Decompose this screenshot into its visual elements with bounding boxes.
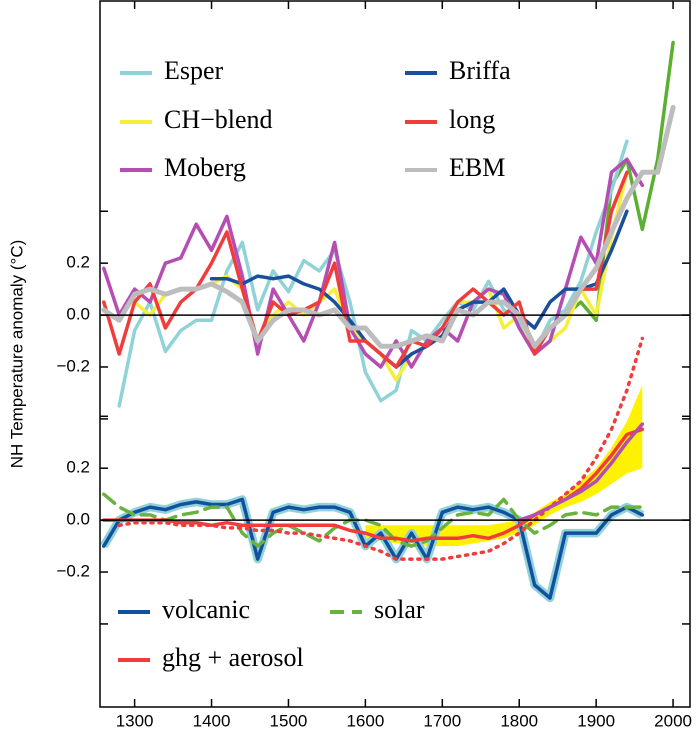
- plot-frame: [99, 0, 691, 708]
- legend-label: Moberg: [164, 153, 246, 182]
- series-line: [102, 170, 629, 369]
- legend-label: Briffa: [449, 56, 511, 85]
- x-tick-label: 2000: [654, 711, 692, 730]
- legend-label: Esper: [164, 56, 224, 85]
- y-tick-label: 0.0: [66, 305, 90, 324]
- uncertainty-band: [365, 385, 643, 547]
- legend-label: EBM: [449, 153, 505, 182]
- y-tick-label: −0.2: [56, 356, 90, 375]
- y-tick-label: 0.2: [66, 458, 90, 477]
- x-tick-label: 1300: [116, 711, 154, 730]
- x-tick-label: 1600: [346, 711, 384, 730]
- legend-label: volcanic: [162, 595, 250, 624]
- series-line: [102, 157, 645, 369]
- y-axis-label: NH Temperature anomaly (°C): [7, 240, 26, 469]
- x-tick-label: 1500: [270, 711, 308, 730]
- x-tick-label: 1700: [423, 711, 461, 730]
- x-tick-label: 1900: [577, 711, 615, 730]
- legend-label: solar: [374, 595, 425, 624]
- series-line: [132, 170, 629, 382]
- y-tick-label: −0.2: [56, 562, 90, 581]
- y-tick-label: 0.2: [66, 253, 90, 272]
- y-tick-label: 0.0: [66, 510, 90, 529]
- series-line: [101, 104, 676, 349]
- legend-label: long: [449, 105, 495, 134]
- series-line: [517, 422, 645, 522]
- series-line: [102, 497, 645, 600]
- x-tick-label: 1800: [500, 711, 538, 730]
- legend-label: CH−blend: [164, 105, 273, 134]
- x-tick-label: 1400: [193, 711, 231, 730]
- series-line: [102, 492, 645, 548]
- legend-label: ghg + aerosol: [162, 643, 304, 672]
- series-line: [209, 209, 629, 369]
